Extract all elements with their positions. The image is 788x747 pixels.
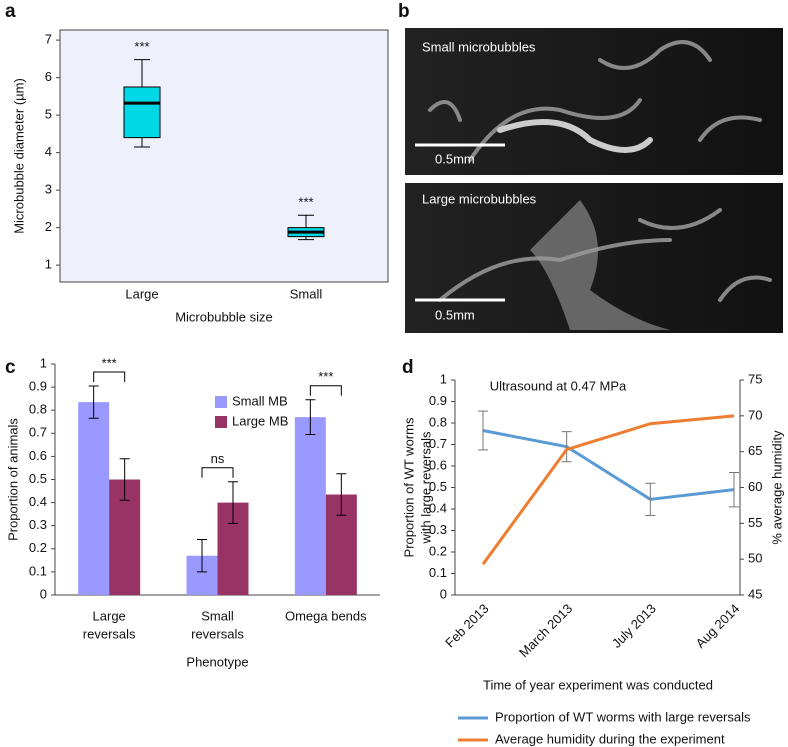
y-tick-label: 2 bbox=[45, 219, 52, 234]
error-bar bbox=[561, 431, 572, 463]
legend-label: Proportion of WT worms with large revers… bbox=[495, 709, 751, 724]
y-tick-label: 0.4 bbox=[29, 494, 47, 509]
image-caption: Small microbubbles bbox=[422, 39, 536, 54]
y-axis-title: with large reversals bbox=[418, 431, 433, 544]
y-tick-label: 0.8 bbox=[429, 414, 447, 429]
y-tick-label: 6 bbox=[45, 69, 52, 84]
line bbox=[481, 414, 735, 566]
y-tick-label: 0.2 bbox=[29, 540, 47, 555]
y-tick-label: 0 bbox=[40, 586, 47, 601]
x-axis-title: Microbubble size bbox=[175, 309, 273, 324]
y-tick-label: 0.7 bbox=[29, 425, 47, 440]
y-tick-label: 65 bbox=[748, 443, 762, 458]
y-tick-label: 0.4 bbox=[429, 500, 447, 515]
y-tick-label: 0.5 bbox=[29, 471, 47, 486]
error-bar bbox=[729, 471, 739, 508]
y-tick-label: 0.1 bbox=[429, 565, 447, 580]
legend-swatch bbox=[215, 416, 227, 428]
y-tick-label: 70 bbox=[748, 407, 762, 422]
x-tick-label: reversals bbox=[191, 626, 244, 641]
panel-label: b bbox=[398, 1, 410, 22]
x-tick-label: July 2013 bbox=[609, 601, 659, 651]
y2-axis-title: % average humidity bbox=[769, 430, 784, 545]
significance-label: *** bbox=[318, 369, 333, 384]
panel-label: d bbox=[402, 357, 414, 378]
legend-swatch bbox=[215, 396, 227, 408]
y-tick-label: 7 bbox=[45, 32, 52, 47]
y-tick-label: 45 bbox=[748, 586, 762, 601]
y-tick-label: 60 bbox=[748, 479, 762, 494]
significance-bracket bbox=[93, 371, 126, 382]
legend-label: Average humidity during the experiment bbox=[495, 731, 725, 746]
bar bbox=[78, 402, 110, 595]
worm-shapes bbox=[428, 40, 772, 302]
y-axis-title: Proportion of WT worms bbox=[401, 417, 416, 557]
legend-label: Large MB bbox=[232, 413, 288, 428]
y-axis-title: Microbubble diameter (µm) bbox=[11, 78, 26, 234]
y-tick-label: 0.6 bbox=[29, 448, 47, 463]
y-tick-label: 3 bbox=[45, 182, 52, 197]
x-tick-label: Large bbox=[93, 608, 126, 623]
y-tick-label: 0.2 bbox=[429, 543, 447, 558]
significance-label: ns bbox=[211, 451, 225, 466]
x-axis-title: Time of year experiment was conducted bbox=[483, 677, 713, 692]
x-tick-label: March 2013 bbox=[516, 601, 575, 660]
micrograph bbox=[405, 28, 783, 175]
x-tick-label: Large bbox=[125, 286, 158, 301]
significance-label: *** bbox=[102, 355, 117, 370]
panel-label: a bbox=[5, 1, 16, 22]
error-bar bbox=[336, 473, 347, 516]
y-axis-title: Proportion of animals bbox=[5, 418, 20, 541]
y-tick-label: 1 bbox=[40, 355, 47, 370]
significance-bracket bbox=[201, 467, 234, 478]
x-tick-label: Aug 2014 bbox=[693, 601, 743, 651]
error-bar bbox=[645, 482, 656, 516]
y-tick-label: 50 bbox=[748, 551, 762, 566]
bubble-cluster bbox=[530, 200, 670, 330]
y-tick-label: 4 bbox=[45, 144, 52, 159]
panel-label: c bbox=[5, 357, 16, 378]
x-tick-label: reversals bbox=[83, 626, 136, 641]
y-tick-label: 1 bbox=[440, 371, 447, 386]
error-bar bbox=[478, 410, 488, 451]
error-bar bbox=[119, 458, 130, 501]
y-tick-label: 1 bbox=[45, 257, 52, 272]
error-bar bbox=[228, 481, 238, 524]
y-tick-label: 0.3 bbox=[29, 517, 47, 532]
line bbox=[482, 429, 735, 501]
chart-title: Ultrasound at 0.47 MPa bbox=[490, 378, 627, 393]
significance-bracket bbox=[309, 385, 342, 396]
x-tick-label: Feb 2013 bbox=[442, 601, 491, 650]
scale-label: 0.5mm bbox=[435, 307, 475, 322]
y-tick-label: 0.9 bbox=[29, 379, 47, 394]
y-tick-label: 0.6 bbox=[429, 457, 447, 472]
y-tick-label: 55 bbox=[748, 515, 762, 530]
error-bar bbox=[88, 385, 99, 419]
x-tick-label: Small bbox=[201, 608, 234, 623]
y-tick-label: 0.8 bbox=[29, 402, 47, 417]
annotation: *** bbox=[134, 39, 149, 54]
y-tick-label: 0.1 bbox=[29, 563, 47, 578]
y-tick-label: 0.7 bbox=[429, 436, 447, 451]
x-axis-title: Phenotype bbox=[186, 654, 248, 669]
legend-label: Small MB bbox=[232, 393, 288, 408]
plot-area bbox=[59, 29, 389, 283]
error-bar bbox=[305, 399, 316, 435]
y-tick-label: 0 bbox=[440, 586, 447, 601]
x-tick-label: Omega bends bbox=[285, 608, 367, 623]
error-bar bbox=[197, 539, 207, 573]
image-caption: Large microbubbles bbox=[422, 191, 537, 206]
y-tick-label: 5 bbox=[45, 107, 52, 122]
y-tick-label: 0.9 bbox=[429, 393, 447, 408]
box bbox=[123, 86, 161, 139]
x-tick-label: Small bbox=[290, 286, 323, 301]
y-tick-label: 0.5 bbox=[429, 479, 447, 494]
annotation: *** bbox=[298, 195, 313, 210]
y-tick-label: 0.3 bbox=[429, 522, 447, 537]
y-tick-label: 75 bbox=[748, 371, 762, 386]
bar bbox=[294, 417, 326, 595]
scale-label: 0.5mm bbox=[435, 151, 475, 166]
